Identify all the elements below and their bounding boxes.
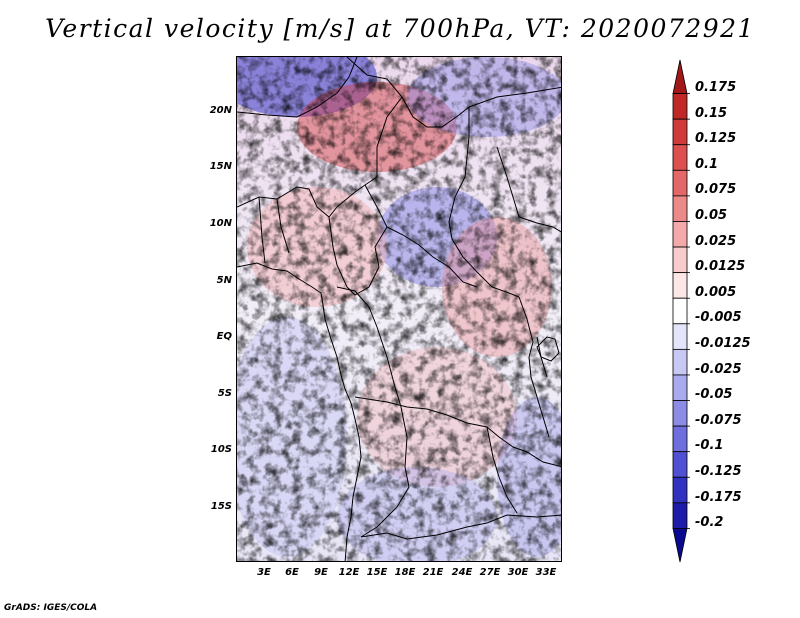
colorbar-top-arrow (672, 59, 688, 94)
latitude-label: 20N (209, 105, 232, 116)
colorbar-label: -0.075 (695, 413, 742, 428)
longitude-label: 9E (314, 567, 328, 578)
colorbar-label: -0.0125 (695, 336, 751, 351)
colorbar-segment (672, 195, 688, 222)
latitude-label: 5N (216, 275, 232, 286)
colorbar-label: 0.175 (695, 80, 737, 95)
colorbar-segment (672, 144, 688, 171)
colorbar-label: 0.05 (695, 208, 728, 223)
colorbar-segment (672, 118, 688, 146)
colorbar-label: -0.025 (695, 362, 742, 377)
colorbar-segment (672, 323, 688, 350)
longitude-label: 12E (338, 567, 360, 578)
colorbar-segment (672, 348, 688, 376)
colorbar-segment (672, 374, 688, 401)
grads-credit: GrADS: IGES/COLA (4, 603, 98, 613)
colorbar-segment (672, 246, 688, 274)
vertical-velocity-field (237, 57, 561, 561)
coastlines-and-borders (237, 57, 561, 561)
longitude-label: 18E (394, 567, 416, 578)
colorbar-label: 0.075 (695, 182, 737, 197)
colorbar-segment (672, 425, 688, 453)
colorbar-label: 0.0125 (695, 259, 746, 274)
field-downward-texture (237, 57, 561, 561)
colorbar-label: -0.125 (695, 464, 742, 479)
latitude-label: 10N (209, 218, 232, 229)
colorbar-segment (672, 502, 688, 529)
colorbar-segment (672, 400, 688, 427)
colorbar-label: -0.1 (695, 438, 724, 453)
colorbar-label: -0.005 (695, 310, 742, 325)
colorbar-bottom-arrow (672, 528, 688, 563)
longitude-label: 27E (479, 567, 501, 578)
longitude-label: 33E (535, 567, 557, 578)
colorbar-segment (672, 169, 688, 197)
map-title: Vertical velocity [m/s] at 700hPa, VT: 2… (45, 14, 755, 43)
colorbar-label: 0.15 (695, 106, 728, 121)
colorbar-label: 0.125 (695, 131, 737, 146)
longitude-label: 3E (257, 567, 271, 578)
colorbar-segment (672, 221, 688, 248)
map-plot-area (236, 56, 562, 562)
colorbar-segment (672, 297, 688, 325)
colorbar-label: -0.175 (695, 490, 742, 505)
latitude-label: 5S (217, 388, 232, 399)
colorbar-segment (672, 451, 688, 478)
colorbar-label: 0.025 (695, 234, 737, 249)
latitude-label: 15N (209, 161, 232, 172)
latitude-label: 15S (210, 501, 232, 512)
colorbar-label: -0.2 (695, 515, 724, 530)
colorbar-label: -0.05 (695, 387, 733, 402)
colorbar-segment (672, 93, 688, 120)
colorbar (672, 59, 690, 563)
longitude-label: 24E (451, 567, 473, 578)
longitude-label: 30E (507, 567, 529, 578)
longitude-label: 15E (366, 567, 388, 578)
latitude-label: 10S (210, 444, 232, 455)
latitude-label: EQ (216, 331, 232, 342)
colorbar-segment (672, 272, 688, 299)
colorbar-label: 0.1 (695, 157, 719, 172)
colorbar-label: 0.005 (695, 285, 737, 300)
colorbar-segment (672, 476, 688, 504)
longitude-label: 6E (285, 567, 299, 578)
longitude-label: 21E (422, 567, 444, 578)
